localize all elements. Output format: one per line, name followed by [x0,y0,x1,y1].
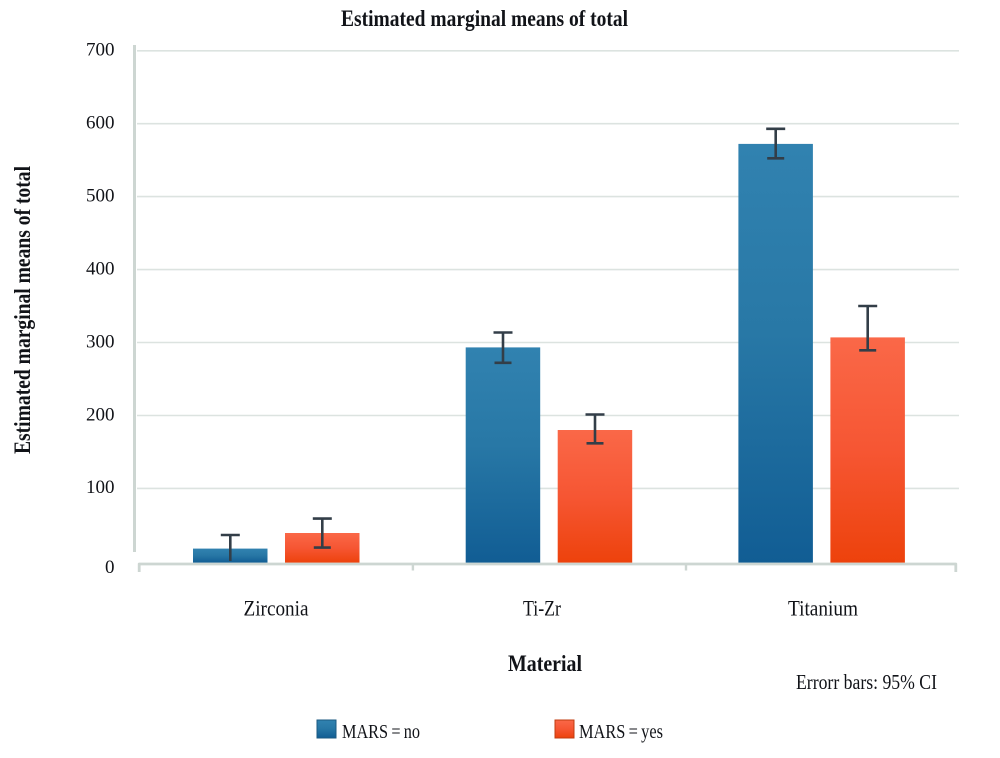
svg-text:Zirconia: Zirconia [244,596,309,621]
svg-text:600: 600 [86,113,115,134]
svg-text:Material: Material [508,651,582,676]
svg-text:700: 700 [86,39,115,60]
svg-text:MARS = yes: MARS = yes [579,721,663,743]
svg-text:100: 100 [86,477,115,498]
svg-text:MARS = no: MARS = no [342,721,420,743]
svg-text:0: 0 [105,557,115,578]
svg-text:Estimated marginal means of to: Estimated marginal means of total [10,166,35,454]
svg-text:Estimated marginal means of to: Estimated marginal means of total [341,6,628,31]
svg-text:Titanium: Titanium [788,596,858,621]
svg-text:200: 200 [86,405,115,426]
svg-text:400: 400 [86,259,115,280]
svg-text:Ti-Zr: Ti-Zr [523,596,561,621]
svg-text:Errorr bars: 95% CI: Errorr bars: 95% CI [796,670,937,694]
svg-text:300: 300 [86,332,115,353]
svg-text:500: 500 [86,186,115,207]
